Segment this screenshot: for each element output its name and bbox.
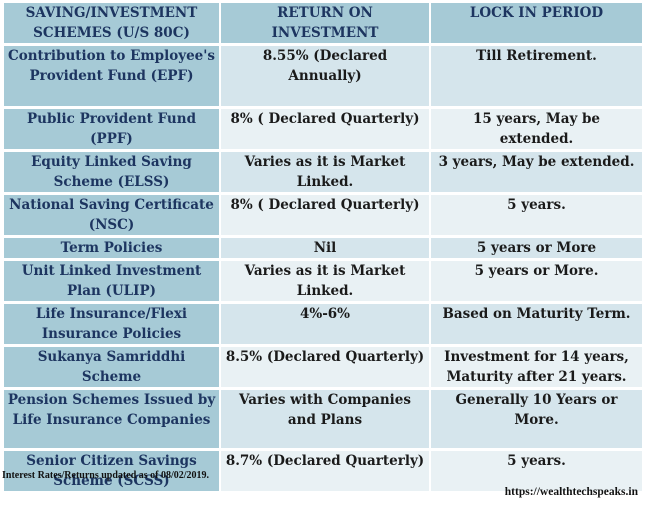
return-cell: Varies as it is Market Linked.	[221, 261, 429, 301]
scheme-cell: Pension Schemes Issued by Life Insurance…	[4, 390, 219, 448]
table-row: Sukanya Samriddhi Scheme 8.5% (Declared …	[4, 347, 642, 387]
return-cell: 8% ( Declared Quarterly)	[221, 109, 429, 149]
table-row: Unit Linked Investment Plan (ULIP) Varie…	[4, 261, 642, 301]
scheme-cell: Unit Linked Investment Plan (ULIP)	[4, 261, 219, 301]
scheme-cell: Sukanya Samriddhi Scheme	[4, 347, 219, 387]
scheme-cell: Life Insurance/Flexi Insurance Policies	[4, 304, 219, 344]
return-cell: Varies as it is Market Linked.	[221, 152, 429, 192]
lock-in-cell: 5 years.	[431, 195, 642, 235]
scheme-cell: Contribution to Employee's Provident Fun…	[4, 46, 219, 106]
table-row: National Saving Certificate (NSC) 8% ( D…	[4, 195, 642, 235]
scheme-cell: National Saving Certificate (NSC)	[4, 195, 219, 235]
return-cell: 4%-6%	[221, 304, 429, 344]
lock-in-cell: Investment for 14 years, Maturity after …	[431, 347, 642, 387]
return-cell: 8.7% (Declared Quarterly)	[221, 451, 429, 491]
table-row: Pension Schemes Issued by Life Insurance…	[4, 390, 642, 448]
table-row: Public Provident Fund (PPF) 8% ( Declare…	[4, 109, 642, 149]
lock-in-cell: Based on Maturity Term.	[431, 304, 642, 344]
lock-in-cell: 5 years or More.	[431, 261, 642, 301]
return-cell: Varies with Companies and Plans	[221, 390, 429, 448]
table-row: Contribution to Employee's Provident Fun…	[4, 46, 642, 106]
table-row: Senior Citizen Savings Scheme (SCSS) 8.7…	[4, 451, 642, 491]
return-cell: 8% ( Declared Quarterly)	[221, 195, 429, 235]
header-scheme: SAVING/INVESTMENT SCHEMES (U/S 80C)	[4, 3, 219, 43]
lock-in-cell: Generally 10 Years or More.	[431, 390, 642, 448]
table-row: Term Policies Nil 5 years or More	[4, 238, 642, 258]
return-cell: 8.55% (Declared Annually)	[221, 46, 429, 106]
lock-in-cell: 5 years.	[431, 451, 642, 491]
lock-in-cell: 3 years, May be extended.	[431, 152, 642, 192]
header-lock-in: LOCK IN PERIOD	[431, 3, 642, 43]
scheme-cell: Senior Citizen Savings Scheme (SCSS)	[4, 451, 219, 491]
investment-schemes-table: SAVING/INVESTMENT SCHEMES (U/S 80C) RETU…	[2, 0, 644, 494]
website-link[interactable]: https://wealthtechspeaks.in	[504, 486, 638, 498]
lock-in-cell: 15 years, May be extended.	[431, 109, 642, 149]
lock-in-cell: 5 years or More	[431, 238, 642, 258]
header-row: SAVING/INVESTMENT SCHEMES (U/S 80C) RETU…	[4, 3, 642, 43]
table-row: Life Insurance/Flexi Insurance Policies …	[4, 304, 642, 344]
return-cell: 8.5% (Declared Quarterly)	[221, 347, 429, 387]
update-footnote: Interest Rates/Returns updated as of 08/…	[2, 470, 210, 481]
scheme-cell: Public Provident Fund (PPF)	[4, 109, 219, 149]
header-return: RETURN ON INVESTMENT	[221, 3, 429, 43]
lock-in-cell: Till Retirement.	[431, 46, 642, 106]
return-cell: Nil	[221, 238, 429, 258]
scheme-cell: Equity Linked Saving Scheme (ELSS)	[4, 152, 219, 192]
scheme-cell: Term Policies	[4, 238, 219, 258]
table-row: Equity Linked Saving Scheme (ELSS) Varie…	[4, 152, 642, 192]
